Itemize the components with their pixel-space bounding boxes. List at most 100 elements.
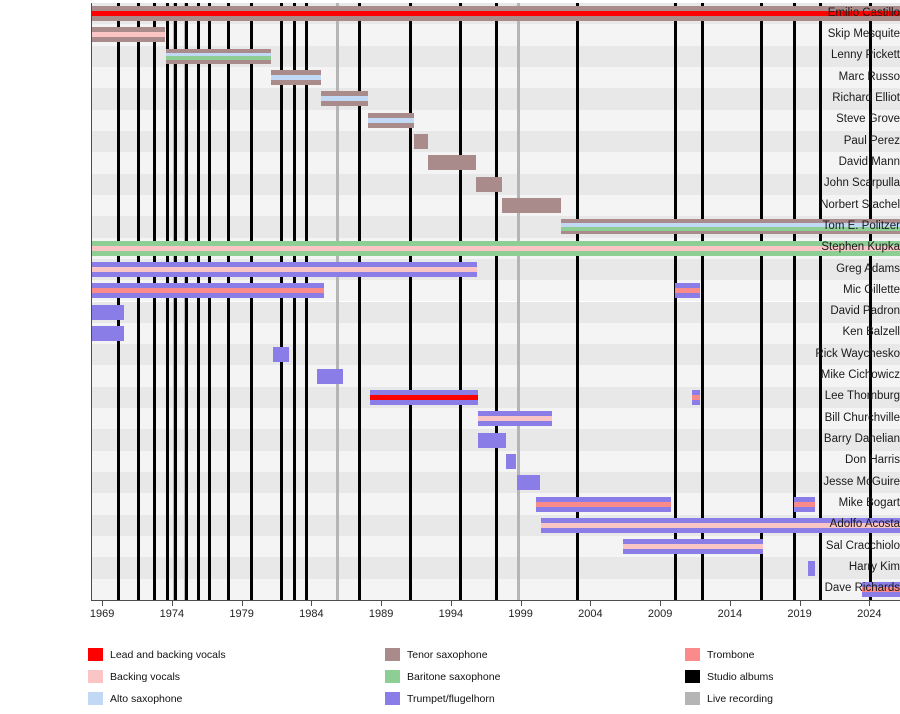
timeline-bar[interactable] [675, 283, 701, 299]
bar-segment-trumpet [793, 496, 815, 502]
timeline-bar[interactable] [92, 27, 165, 43]
bar-segment-trumpet [675, 293, 701, 299]
bar-segment-trumpet [273, 347, 289, 363]
legend-item[interactable]: Baritone saxophone [385, 670, 500, 683]
legend-label: Trumpet/flugelhorn [407, 692, 495, 705]
member-label: Ken Balzell [842, 326, 900, 339]
legend-item[interactable]: Tenor saxophone [385, 648, 488, 661]
bar-segment-trombone [675, 288, 701, 294]
bar-segment-baritone-sax [92, 240, 900, 246]
bar-segment-tenor-sax [165, 48, 271, 53]
studio-album-line [117, 3, 120, 600]
bar-segment-trumpet [691, 389, 701, 395]
timeline-bar[interactable] [502, 198, 561, 214]
x-tick-label: 1994 [438, 608, 464, 620]
legend-swatch [385, 648, 400, 661]
timeline-bar[interactable] [541, 517, 900, 533]
bar-segment-trumpet [92, 283, 324, 289]
x-tick-label: 2014 [717, 608, 743, 620]
timeline-bar[interactable] [535, 496, 671, 512]
bar-segment-trumpet [535, 496, 671, 502]
x-tick-label: 2019 [787, 608, 812, 620]
bar-segment-backing-vocals [92, 245, 900, 251]
timeline-bar[interactable] [92, 262, 477, 278]
bar-segment-trumpet [541, 527, 900, 533]
x-tick-label: 1984 [299, 608, 324, 620]
member-label: John Scarpulla [823, 177, 900, 190]
timeline-bar[interactable] [691, 389, 701, 405]
timeline-bar[interactable] [517, 475, 540, 491]
timeline-bar[interactable] [478, 411, 553, 427]
member-label: David Padron [830, 305, 900, 318]
member-label: Richard Elliot [832, 91, 900, 104]
timeline-bar[interactable] [623, 539, 763, 555]
timeline-bar[interactable] [92, 240, 900, 256]
bar-segment-tenor-sax [320, 91, 369, 97]
timeline-bar[interactable] [316, 368, 344, 384]
live-recording-line [335, 3, 339, 600]
timeline-bar[interactable] [369, 389, 479, 405]
bar-segment-baritone-sax [92, 250, 900, 256]
studio-album-line [793, 3, 797, 600]
timeline-bar[interactable] [92, 283, 324, 299]
bar-segment-trumpet [316, 368, 344, 384]
x-tick [381, 600, 383, 606]
timeline-bar[interactable] [560, 219, 900, 235]
legend-item[interactable]: Studio albums [685, 670, 774, 683]
member-label: Norbert Stachel [820, 198, 900, 211]
timeline-bar[interactable] [92, 6, 900, 22]
timeline-bar[interactable] [414, 134, 429, 150]
timeline-bar[interactable] [428, 155, 476, 171]
legend-item[interactable]: Trombone [685, 648, 754, 661]
studio-album-line [458, 3, 462, 600]
plot-area [91, 3, 900, 600]
timeline-bar[interactable] [793, 496, 815, 512]
timeline-bar[interactable] [478, 432, 507, 448]
legend-item[interactable]: Live recording [685, 692, 773, 705]
timeline-bar[interactable] [368, 112, 415, 128]
bar-segment-trumpet [92, 262, 477, 268]
timeline-bar[interactable] [506, 453, 516, 469]
studio-album-line [673, 3, 677, 600]
legend-swatch [685, 670, 700, 683]
x-tick-label: 1989 [368, 608, 394, 620]
legend-swatch [685, 648, 700, 661]
member-label: Mike Cichowicz [820, 369, 900, 382]
bar-segment-alto-sax [560, 223, 900, 227]
x-axis-line [91, 600, 900, 601]
bar-segment-tenor-sax [270, 80, 321, 86]
bar-segment-baritone-sax [165, 56, 271, 61]
legend-label: Trombone [707, 648, 755, 661]
bar-segment-trumpet [691, 399, 701, 405]
studio-album-line [868, 3, 872, 600]
studio-album-line [292, 3, 296, 600]
x-tick-label: 2004 [578, 608, 603, 620]
legend-item[interactable]: Lead and backing vocals [88, 648, 226, 661]
live-recording-line [517, 3, 521, 600]
timeline-bar[interactable] [165, 48, 271, 64]
legend-item[interactable]: Backing vocals [88, 670, 180, 683]
timeline-bar[interactable] [861, 581, 900, 597]
studio-album-line [136, 3, 140, 600]
timeline-bar[interactable] [320, 91, 369, 107]
studio-album-line [280, 3, 284, 600]
timeline-bar[interactable] [92, 325, 125, 341]
legend-swatch [88, 648, 103, 661]
x-tick [869, 600, 871, 606]
bar-segment-alto-sax [320, 96, 369, 102]
studio-album-line [495, 3, 498, 600]
legend-item[interactable]: Alto saxophone [88, 692, 182, 705]
member-label: Don Harris [845, 454, 900, 467]
member-label: Jesse McGuire [823, 475, 900, 488]
timeline-bar[interactable] [273, 347, 289, 363]
legend-label: Studio albums [707, 670, 774, 683]
legend-item[interactable]: Trumpet/flugelhorn [385, 692, 495, 705]
timeline-bar[interactable] [270, 70, 321, 86]
legend-swatch [88, 670, 103, 683]
timeline-bar[interactable] [92, 304, 125, 320]
bar-segment-trumpet [92, 293, 324, 299]
member-label: Lenny Pickett [830, 49, 900, 62]
studio-album-line [818, 3, 822, 600]
timeline-bar[interactable] [475, 176, 503, 192]
timeline-bar[interactable] [807, 560, 815, 576]
